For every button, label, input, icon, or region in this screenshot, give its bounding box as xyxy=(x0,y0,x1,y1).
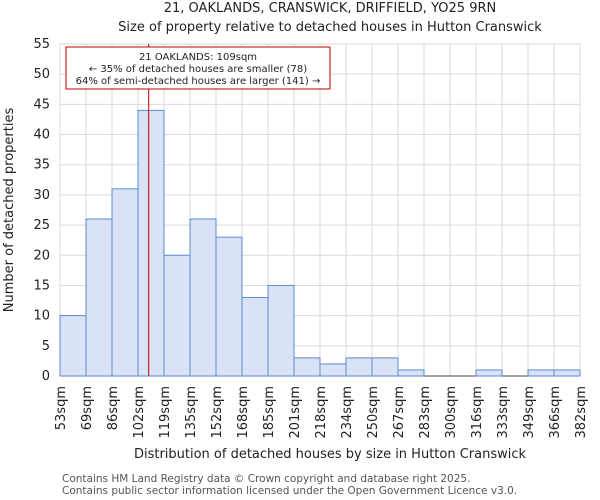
x-tick-label: 366sqm xyxy=(548,386,563,439)
x-tick-label: 234sqm xyxy=(340,386,355,439)
histogram-bar-119sqm xyxy=(163,254,191,377)
chart-subtitle: Size of property relative to detached ho… xyxy=(118,20,542,35)
x-tick-label: 201sqm xyxy=(288,386,303,439)
x-axis-ticks: 53sqm 69sqm 86sqm 102sqm 119sqm 135sqm 152sqm 1… xyxy=(54,386,589,439)
x-tick-label: 382sqm xyxy=(574,386,589,439)
y-tick-label: 55 xyxy=(33,37,50,52)
x-tick-label: 119sqm xyxy=(158,386,173,439)
annotation-line-2: ← 35% of detached houses are smaller (78… xyxy=(89,64,307,75)
histogram-bar-86sqm xyxy=(111,188,139,377)
x-axis-label: Distribution of detached houses by size … xyxy=(134,447,527,462)
histogram-bar-234sqm xyxy=(345,357,373,377)
x-tick-label: 135sqm xyxy=(184,386,199,439)
x-tick-label: 168sqm xyxy=(236,386,251,439)
bar-layer xyxy=(59,109,581,377)
y-tick-label: 45 xyxy=(33,97,50,112)
histogram-bar-185sqm xyxy=(267,284,295,377)
x-tick-label: 102sqm xyxy=(132,386,147,439)
histogram-bar-168sqm xyxy=(241,297,269,377)
histogram-bar-267sqm xyxy=(397,369,425,377)
histogram-bar-69sqm xyxy=(85,218,113,377)
x-tick-label: 300sqm xyxy=(444,386,459,439)
y-tick-label: 15 xyxy=(33,278,50,293)
footer-line-1: Contains HM Land Registry data © Crown c… xyxy=(62,473,470,485)
x-tick-label: 53sqm xyxy=(54,386,69,430)
x-tick-label: 250sqm xyxy=(366,386,381,439)
histogram-bar-250sqm xyxy=(371,357,399,377)
histogram-bar-102sqm xyxy=(137,109,165,377)
histogram-bar-152sqm xyxy=(215,236,243,377)
x-tick-label: 333sqm xyxy=(496,386,511,439)
y-tick-label: 5 xyxy=(42,339,50,354)
y-tick-label: 25 xyxy=(33,218,50,233)
y-tick-label: 10 xyxy=(33,309,50,324)
y-tick-label: 20 xyxy=(33,248,50,263)
histogram-bar-366sqm xyxy=(553,369,581,377)
histogram-bar-135sqm xyxy=(189,218,217,377)
histogram-bar-218sqm xyxy=(319,363,347,377)
histogram-bar-349sqm xyxy=(527,369,555,377)
y-tick-label: 50 xyxy=(33,67,50,82)
annotation-box: 21 OAKLANDS: 109sqm ← 35% of detached ho… xyxy=(65,46,331,90)
y-tick-label: 0 xyxy=(42,369,50,384)
histogram-bar-53sqm xyxy=(59,315,87,377)
x-tick-label: 267sqm xyxy=(392,386,407,439)
x-tick-label: 349sqm xyxy=(522,386,537,439)
x-tick-label: 283sqm xyxy=(418,386,433,439)
x-tick-label: 185sqm xyxy=(262,386,277,439)
y-tick-label: 30 xyxy=(33,188,50,203)
x-tick-label: 316sqm xyxy=(470,386,485,439)
annotation-line-1: 21 OAKLANDS: 109sqm xyxy=(139,52,257,63)
histogram-bar-316sqm xyxy=(475,369,503,377)
annotation-border xyxy=(65,46,331,90)
annotation-line-3: 64% of semi-detached houses are larger (… xyxy=(76,76,321,87)
x-tick-label: 152sqm xyxy=(210,386,225,439)
x-tick-label: 69sqm xyxy=(80,386,95,430)
x-tick-label: 218sqm xyxy=(314,386,329,439)
y-tick-label: 40 xyxy=(33,128,50,143)
y-axis-ticks: 0 5 10 15 20 25 30 35 40 45 50 55 xyxy=(33,37,50,384)
y-tick-label: 35 xyxy=(33,158,50,173)
chart-title: 21, OAKLANDS, CRANSWICK, DRIFFIELD, YO25… xyxy=(164,1,496,16)
x-tick-label: 86sqm xyxy=(106,386,121,430)
y-axis-label: Number of detached properties xyxy=(2,108,17,313)
footer-line-2: Contains public sector information licen… xyxy=(62,485,517,497)
histogram-bar-201sqm xyxy=(293,357,321,377)
